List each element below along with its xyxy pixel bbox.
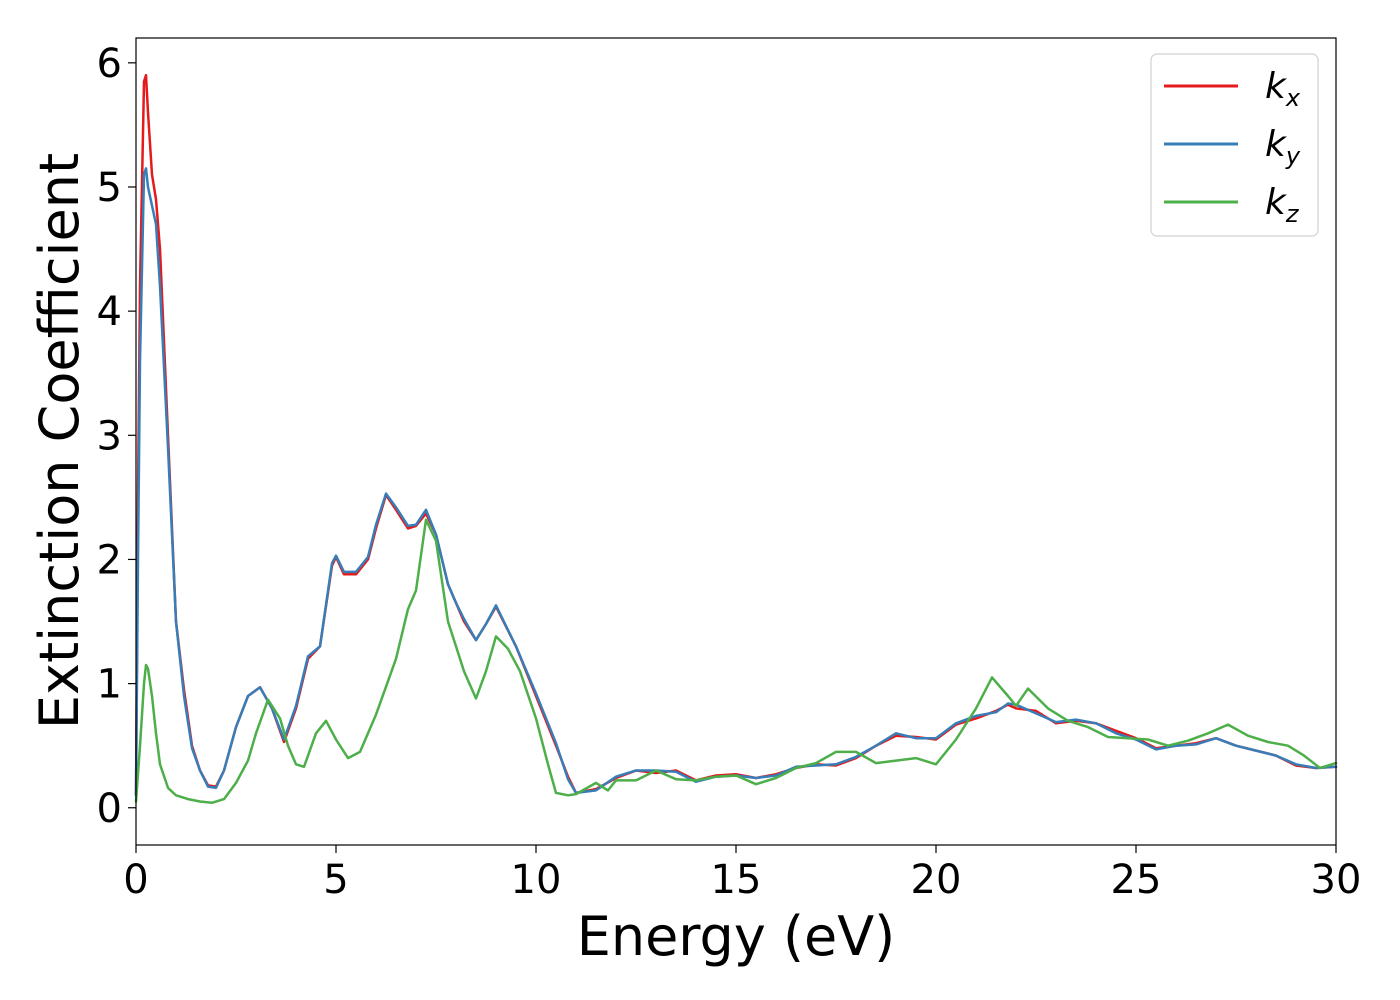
x-tick-label: 30 [1311, 857, 1362, 903]
y-tick-label: 4 [97, 289, 122, 335]
y-tick-label: 6 [97, 41, 122, 87]
x-axis-label: Energy (eV) [577, 905, 896, 968]
legend-label-base: k [1265, 66, 1288, 107]
plot-background [136, 38, 1336, 845]
series-line-y [134, 167, 1338, 797]
legend-label-x: kx [1265, 66, 1301, 112]
y-axis-label: Extinction Coefficient [28, 153, 91, 729]
y-tick-label: 5 [97, 165, 122, 211]
series-line-z [134, 518, 1338, 805]
legend-label-y: ky [1265, 124, 1301, 170]
x-tick-label: 5 [323, 857, 348, 903]
x-tick-label: 10 [511, 857, 562, 903]
y-tick-label: 3 [97, 413, 122, 459]
y-tick-label: 1 [97, 662, 122, 708]
legend-label-subscript: x [1285, 84, 1301, 112]
legend-label-subscript: z [1285, 200, 1300, 228]
series-layer [134, 73, 1338, 805]
x-tick-label: 15 [711, 857, 762, 903]
y-tick-label: 0 [97, 786, 122, 832]
legend-label-subscript: y [1285, 142, 1301, 170]
y-axis-ticks: 0 1 2 3 4 5 6 [97, 41, 136, 832]
x-tick-label: 25 [1111, 857, 1162, 903]
legend-label-base: k [1265, 124, 1288, 165]
y-tick-label: 2 [97, 537, 122, 583]
legend-label-base: k [1265, 182, 1288, 223]
x-axis-ticks: 0 5 10 15 20 25 30 [123, 845, 1361, 903]
legend-label-z: kz [1265, 182, 1300, 228]
x-tick-label: 20 [911, 857, 962, 903]
x-tick-label: 0 [123, 857, 148, 903]
